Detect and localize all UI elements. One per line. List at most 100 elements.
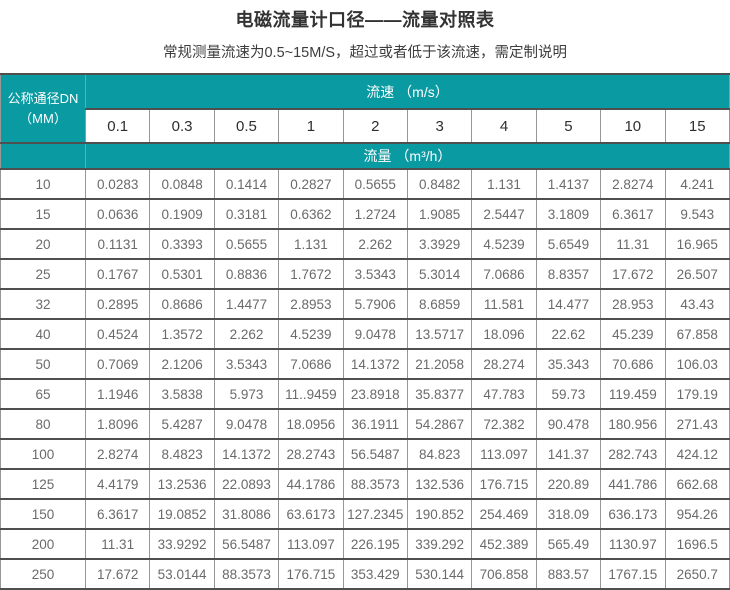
flow-value-cell: 17.672 — [600, 258, 666, 290]
flow-value-cell: 106.03 — [664, 348, 730, 380]
flow-value-cell: 56.5487 — [342, 438, 408, 470]
dn-cell: 25 — [0, 258, 86, 290]
flow-value-cell: 8.8357 — [535, 258, 602, 290]
page-subtitle: 常规测量流速为0.5~15M/S，超过或者低于该流速，需定制说明 — [162, 45, 568, 61]
flow-value-cell: 9.543 — [664, 198, 730, 230]
corner-header-line2: （MM） — [19, 110, 67, 126]
flow-value-cell: 141.37 — [535, 438, 602, 470]
flow-value-cell: 7.0686 — [278, 348, 344, 380]
table-row: 15 0.0636 0.1909 0.3181 0.6362 1.2724 1.9085 2.… — [0, 198, 730, 230]
corner-header-dn-mm: 公称通径DN （MM） — [0, 73, 86, 144]
velocity-band-header: 流速 （m/s） — [85, 73, 730, 110]
flow-value-cell: 3.5343 — [213, 348, 280, 380]
table-row: 65 1.1946 3.5838 5.973 11..9459 23.8918 35.837… — [0, 378, 730, 410]
flow-value-cell: 2.262 — [342, 228, 408, 260]
flow-value-cell: 5.4287 — [149, 408, 215, 440]
flow-value-cell: 0.5301 — [149, 258, 215, 290]
flow-value-cell: 0.4524 — [84, 318, 151, 350]
flow-value-cell: 2.8953 — [278, 288, 344, 320]
table-row: 100 2.8274 8.4823 14.1372 28.2743 56.5487 84.8… — [0, 438, 730, 470]
velocity-value: 1 — [278, 108, 344, 144]
flow-value-cell: 1.2724 — [342, 198, 408, 230]
flow-value-cell: 339.292 — [406, 528, 473, 560]
flow-value-cell: 8.4823 — [149, 438, 215, 470]
flow-value-cell: 0.2827 — [278, 168, 344, 200]
flow-value-cell: 1.3572 — [149, 318, 215, 350]
flow-value-cell: 132.536 — [406, 468, 473, 500]
flow-value-cell: 19.0852 — [149, 498, 215, 530]
flow-value-cell: 176.715 — [278, 558, 344, 590]
flow-value-cell: 0.3181 — [213, 198, 280, 230]
flow-value-cell: 4.5239 — [471, 228, 537, 260]
flow-value-cell: 13.5717 — [406, 318, 473, 350]
dn-cell: 40 — [0, 318, 86, 350]
flow-value-cell: 35.343 — [535, 348, 602, 380]
flow-value-cell: 7.0686 — [471, 258, 537, 290]
flow-band-header: 流量 （m³/h） — [85, 142, 730, 170]
dn-cell: 150 — [0, 498, 86, 530]
velocity-values-row: 0.1 0.3 0.5 1 2 3 4 5 10 15 — [1, 108, 730, 144]
table-body: 10 0.0283 0.0848 0.1414 0.2827 0.5655 0.8482 1.… — [0, 168, 730, 590]
flow-value-cell: 0.8686 — [149, 288, 215, 320]
dn-cell: 200 — [0, 528, 86, 560]
flow-value-cell: 119.459 — [600, 378, 666, 410]
dn-cell: 80 — [0, 408, 86, 440]
flow-value-cell: 1.9085 — [406, 198, 473, 230]
flow-value-cell: 88.3573 — [213, 558, 280, 590]
flow-value-cell: 3.3929 — [406, 228, 473, 260]
table-row: 80 1.8096 5.4287 9.0478 18.0956 36.1911 54.286… — [0, 408, 730, 440]
flow-value-cell: 220.89 — [535, 468, 602, 500]
flow-value-cell: 5.3014 — [406, 258, 473, 290]
table-row: 10 0.0283 0.0848 0.1414 0.2827 0.5655 0.8482 1.… — [0, 168, 730, 200]
flow-value-cell: 2.8274 — [84, 438, 151, 470]
flow-value-cell: 3.1809 — [535, 198, 602, 230]
dn-cell: 50 — [0, 348, 86, 380]
flow-value-cell: 6.3617 — [600, 198, 666, 230]
flow-value-cell: 43.43 — [664, 288, 730, 320]
velocity-value: 0.3 — [149, 108, 215, 144]
flow-value-cell: 28.2743 — [278, 438, 344, 470]
flow-value-cell: 0.0848 — [149, 168, 215, 200]
flow-value-cell: 180.956 — [600, 408, 666, 440]
flow-value-cell: 530.144 — [406, 558, 473, 590]
flow-value-cell: 706.858 — [471, 558, 537, 590]
page-title: 电磁流量计口径——流量对照表 — [235, 10, 495, 30]
flow-value-cell: 0.1767 — [84, 258, 151, 290]
flow-value-cell: 1.131 — [471, 168, 537, 200]
flow-value-cell: 662.68 — [664, 468, 730, 500]
flow-value-cell: 1130.97 — [600, 528, 666, 560]
flow-value-cell: 127.2345 — [342, 498, 408, 530]
flow-value-cell: 5.6549 — [535, 228, 602, 260]
flow-value-cell: 18.096 — [471, 318, 537, 350]
flow-value-cell: 282.743 — [600, 438, 666, 470]
flow-value-cell: 0.0636 — [84, 198, 151, 230]
flow-value-cell: 11.31 — [600, 228, 666, 260]
table-row: 250 17.672 53.0144 88.3573 176.715 353.429 530… — [0, 558, 730, 590]
table-row: 200 11.31 33.9292 56.5487 113.097 226.195 339.… — [0, 528, 730, 560]
flow-value-cell: 17.672 — [84, 558, 151, 590]
flow-value-cell: 2.262 — [213, 318, 280, 350]
flow-value-cell: 0.7069 — [84, 348, 151, 380]
flow-value-cell: 176.715 — [471, 468, 537, 500]
flow-value-cell: 22.0893 — [213, 468, 280, 500]
flow-value-cell: 4.5239 — [278, 318, 344, 350]
flow-value-cell: 254.469 — [471, 498, 537, 530]
table-row: 40 0.4524 1.3572 2.262 4.5239 9.0478 13.5717 18… — [0, 318, 730, 350]
flow-rate-table: 公称通径DN （MM） 流速 （m/s） 0.1 0.3 0.5 1 2 3 4 5 10 15 … — [0, 73, 730, 590]
velocity-value: 10 — [600, 108, 666, 144]
flow-value-cell: 636.173 — [600, 498, 666, 530]
flow-value-cell: 954.26 — [664, 498, 730, 530]
flow-value-cell: 2.1206 — [149, 348, 215, 380]
flow-value-cell: 0.1909 — [149, 198, 215, 230]
flow-band-row: 流量 （m³/h） — [0, 142, 730, 170]
flow-value-cell: 4.4179 — [84, 468, 151, 500]
flow-value-cell: 11..9459 — [278, 378, 344, 410]
flow-value-cell: 11.31 — [84, 528, 151, 560]
flow-value-cell: 0.3393 — [149, 228, 215, 260]
table-row: 32 0.2895 0.8686 1.4477 2.8953 5.7906 8.6859 11… — [0, 288, 730, 320]
flow-value-cell: 0.6362 — [278, 198, 344, 230]
flow-value-cell: 28.274 — [471, 348, 537, 380]
flow-value-cell: 67.858 — [664, 318, 730, 350]
flow-value-cell: 88.3573 — [342, 468, 408, 500]
flow-value-cell: 1696.5 — [664, 528, 730, 560]
